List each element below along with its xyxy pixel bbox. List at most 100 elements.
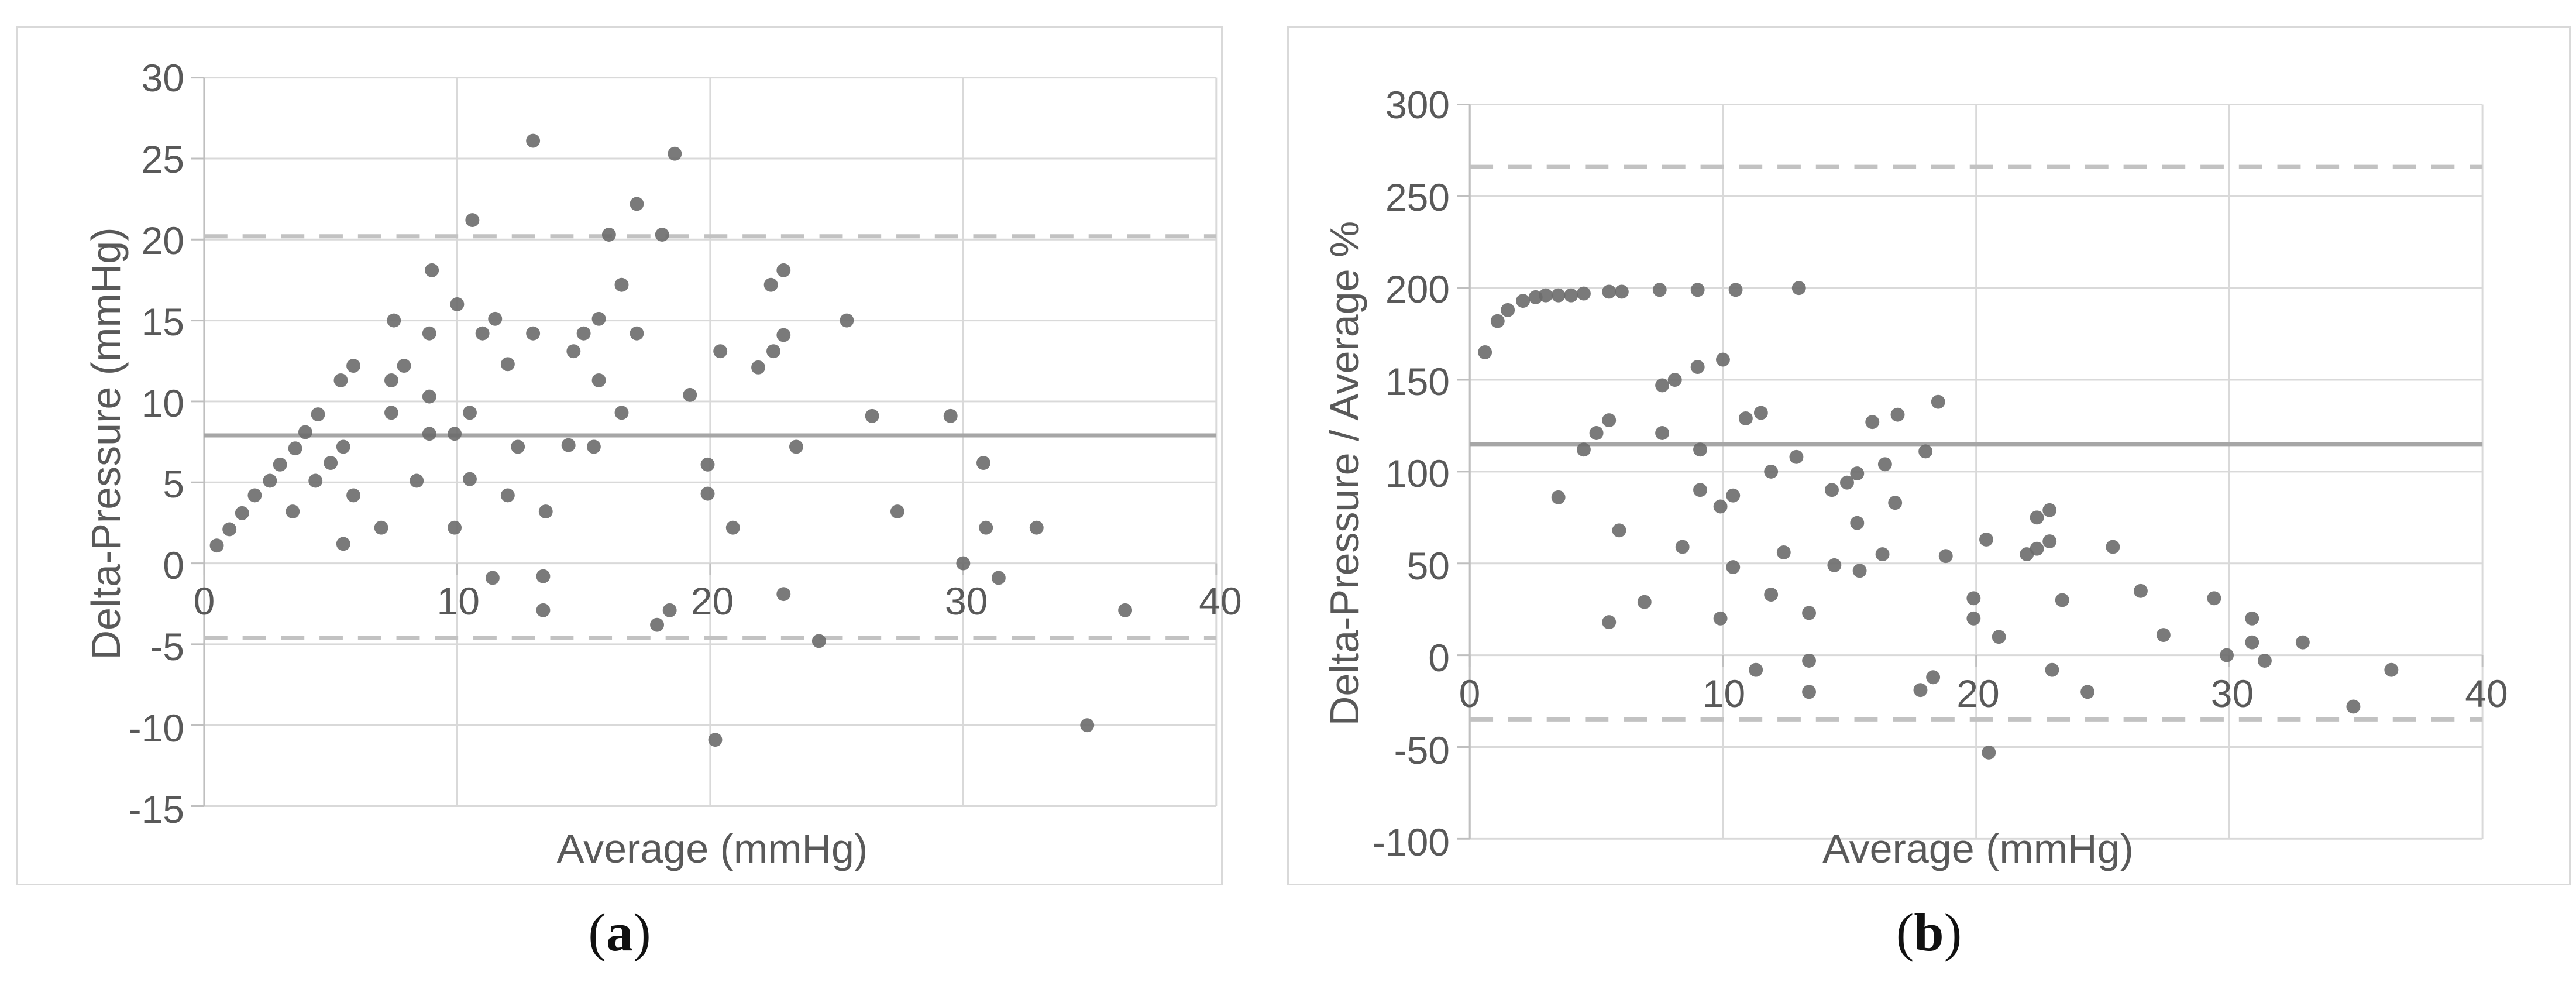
data-point [1690, 283, 1705, 297]
data-point [235, 506, 249, 520]
data-point [346, 359, 361, 373]
data-point [1675, 540, 1690, 554]
data-point [222, 522, 237, 537]
data-point [1602, 413, 1617, 428]
data-point [614, 277, 629, 292]
data-point [1982, 745, 1996, 760]
data-point [384, 373, 398, 387]
data-point [789, 439, 803, 454]
data-point [943, 408, 958, 423]
data-point [463, 472, 477, 486]
data-point [1713, 499, 1728, 514]
y-tick-label: 0 [1428, 636, 1450, 679]
data-point [751, 360, 765, 375]
data-point [979, 520, 993, 535]
x-tick-label: 20 [1956, 672, 2000, 715]
data-point [1080, 718, 1095, 733]
data-point [1877, 457, 1892, 472]
data-point [1865, 415, 1880, 430]
data-point [500, 488, 515, 503]
data-point [422, 427, 436, 441]
data-point [614, 406, 629, 420]
data-point [2156, 628, 2171, 643]
data-point [591, 311, 606, 326]
data-point [397, 359, 411, 373]
data-point [976, 456, 990, 471]
data-point [1655, 378, 1670, 393]
data-point [526, 326, 541, 341]
data-point [566, 344, 581, 359]
y-tick-label: 15 [141, 300, 184, 344]
data-point [374, 520, 388, 535]
data-point [1852, 564, 1867, 578]
x-tick-label: 20 [690, 579, 734, 623]
data-point [561, 438, 576, 452]
data-point [2258, 654, 2272, 668]
data-point [2207, 591, 2221, 606]
y-tick-label: -50 [1394, 728, 1450, 772]
data-point [247, 488, 262, 503]
data-point [422, 389, 436, 404]
data-point [1501, 303, 1515, 317]
y-tick-label: 300 [1385, 83, 1450, 126]
data-point [1667, 373, 1682, 387]
data-point [2133, 583, 2148, 598]
data-point [1576, 286, 1591, 301]
caption-b-open-paren: ( [1896, 902, 1914, 962]
data-point [766, 344, 780, 359]
data-point [422, 326, 436, 341]
data-point [683, 387, 697, 402]
data-point [448, 427, 462, 441]
data-point [288, 441, 302, 456]
data-point [526, 133, 541, 148]
data-point [2245, 635, 2259, 650]
data-point [1726, 488, 1741, 503]
y-axis-title-a: Delta-Pressure (mmHg) [83, 227, 129, 660]
data-point [1827, 558, 1842, 572]
data-point [1478, 345, 1492, 359]
data-point [776, 328, 791, 342]
data-point [1728, 283, 1743, 297]
data-point [1614, 284, 1629, 299]
data-point [1539, 288, 1553, 303]
data-point [601, 228, 616, 242]
data-point [776, 263, 791, 277]
data-point [1966, 611, 1981, 626]
data-point [450, 297, 465, 311]
data-point [1825, 483, 1839, 497]
data-point [1551, 490, 1566, 504]
data-point [1850, 516, 1865, 530]
data-point [2245, 611, 2259, 626]
x-tick-label: 10 [1702, 672, 1746, 715]
data-point [2384, 662, 2399, 677]
data-point [425, 263, 439, 277]
x-tick-label: 0 [1459, 672, 1481, 715]
data-point [488, 311, 503, 326]
caption-a-close-paren: ) [633, 902, 651, 962]
caption-a-letter: a [606, 902, 633, 962]
data-point [209, 538, 224, 553]
data-point [2042, 534, 2057, 549]
data-point [1029, 520, 1044, 535]
data-point [1753, 406, 1768, 420]
data-point [1652, 283, 1667, 297]
y-tick-label: -5 [150, 625, 184, 669]
data-point [1918, 444, 1933, 459]
data-point [1713, 611, 1728, 626]
data-point [1802, 654, 1817, 668]
data-point [1888, 496, 1903, 510]
scatter-plot-a [191, 77, 1218, 808]
y-tick-label: 0 [163, 544, 184, 588]
data-point [1589, 426, 1604, 440]
y-tick-label: 100 [1385, 452, 1450, 495]
data-point [1602, 615, 1617, 630]
caption-a: (a) [16, 894, 1223, 970]
data-point [576, 326, 591, 341]
data-point [1490, 314, 1505, 328]
data-point [1776, 545, 1791, 559]
data-point [475, 326, 490, 341]
caption-b: (b) [1287, 894, 2571, 970]
data-point [2030, 541, 2044, 556]
x-tick-label: 40 [2465, 672, 2508, 715]
data-point [865, 408, 879, 423]
